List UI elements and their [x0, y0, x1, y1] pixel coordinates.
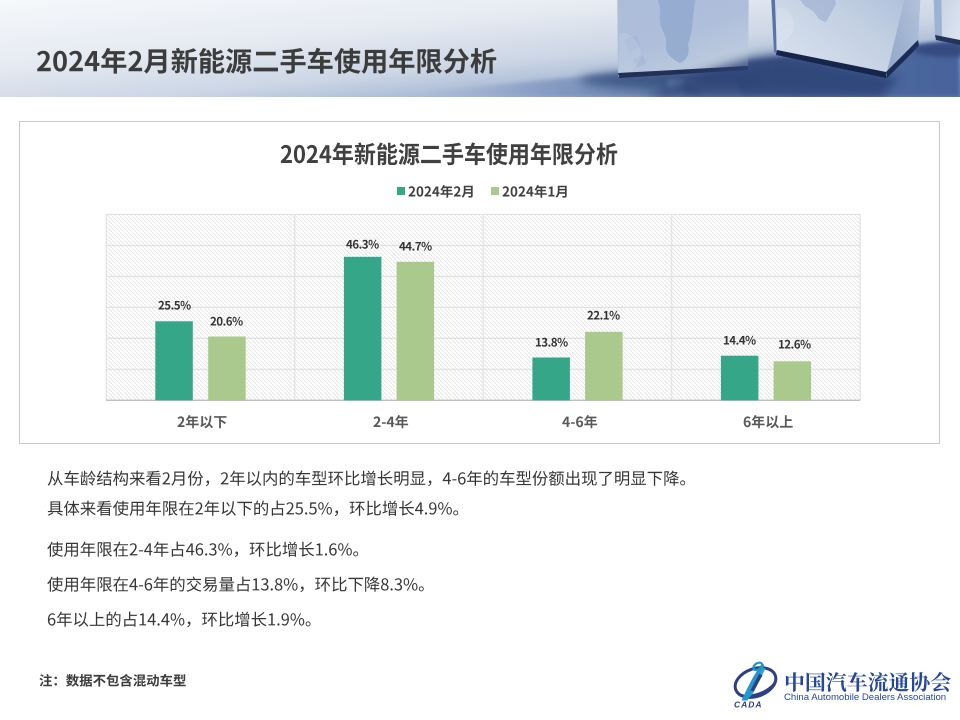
- svg-text:CADA: CADA: [734, 700, 763, 710]
